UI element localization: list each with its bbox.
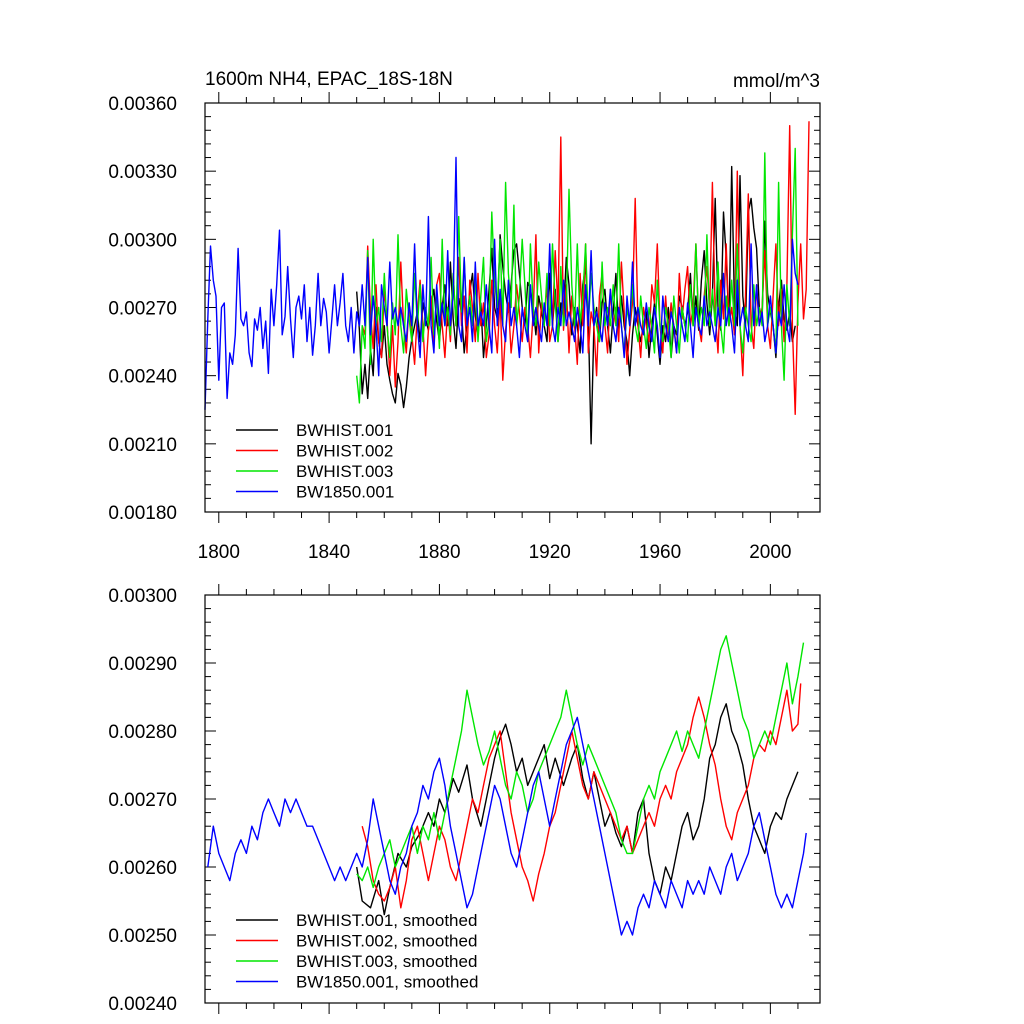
top-ytick-label: 0.00360 [108, 94, 177, 115]
top-series-bw1850-001 [204, 156, 799, 410]
top-xtick-label: 1960 [639, 542, 681, 563]
bottom-data-lines [207, 635, 807, 936]
bottom-legend-label-bwhist-002-smoothed: BWHIST.002, smoothed [296, 932, 477, 951]
bottom-series-bwhist-002-smoothed [361, 683, 802, 909]
bottom-legend-label-bwhist-003-smoothed: BWHIST.003, smoothed [296, 952, 477, 971]
top-data-lines [204, 121, 810, 445]
bottom-ytick-label: 0.00270 [108, 790, 177, 811]
bottom-legend-label-bw1850-001-smoothed: BW1850.001, smoothed [296, 973, 478, 992]
bottom-panel: 0.00240 0.00250 0.00260 0.00270 0.00280 0.002… [108, 584, 821, 1015]
top-panel-title: 1600m NH4, EPAC_18S-18N [205, 69, 453, 90]
bottom-ytick-label: 0.00290 [108, 654, 177, 675]
top-legend-label-bwhist-003: BWHIST.003 [296, 462, 393, 481]
top-legend-label-bwhist-001: BWHIST.001 [296, 421, 393, 440]
bottom-ytick-label: 0.00260 [108, 858, 177, 879]
top-plot-frame [204, 102, 821, 513]
top-ytick-label: 0.00180 [108, 503, 177, 524]
bottom-series-bwhist-003-smoothed [356, 635, 805, 889]
bottom-ytick-label: 0.00250 [108, 926, 177, 947]
bottom-plot-frame [204, 594, 821, 1004]
top-xtick-label: 1800 [198, 542, 240, 563]
top-xtick-label: 1880 [418, 542, 460, 563]
bottom-ytick-label: 0.00280 [108, 722, 177, 743]
top-ytick-label: 0.00270 [108, 299, 177, 320]
top-ytick-label: 0.00240 [108, 367, 177, 388]
top-xtick-label: 2000 [749, 542, 791, 563]
bottom-legend-label-bwhist-001-smoothed: BWHIST.001, smoothed [296, 911, 477, 930]
bottom-legend: BWHIST.001, smoothed BWHIST.002, smoothed… [236, 911, 478, 992]
top-panel-units: mmol/m^3 [733, 71, 820, 92]
top-ytick-label: 0.00210 [108, 435, 177, 456]
bottom-ytick-label: 0.00300 [108, 586, 177, 607]
top-xtick-label: 1920 [529, 542, 571, 563]
top-legend-label-bw1850-001: BW1850.001 [296, 483, 394, 502]
top-xtick-label: 1840 [308, 542, 350, 563]
top-axes-ticks: 0.00180 0.00210 0.00240 0.00270 0.00300 0.003… [108, 92, 820, 563]
top-ytick-label: 0.00300 [108, 230, 177, 251]
top-ytick-label: 0.00330 [108, 162, 177, 183]
bottom-ytick-label: 0.00240 [108, 994, 177, 1015]
top-panel: 1600m NH4, EPAC_18S-18N mmol/m^3 0.00180… [108, 69, 821, 563]
bottom-series-bw1850-001-smoothed [207, 716, 807, 936]
bottom-series-bwhist-001-smoothed [356, 703, 799, 916]
top-legend-label-bwhist-002: BWHIST.002 [296, 442, 393, 461]
